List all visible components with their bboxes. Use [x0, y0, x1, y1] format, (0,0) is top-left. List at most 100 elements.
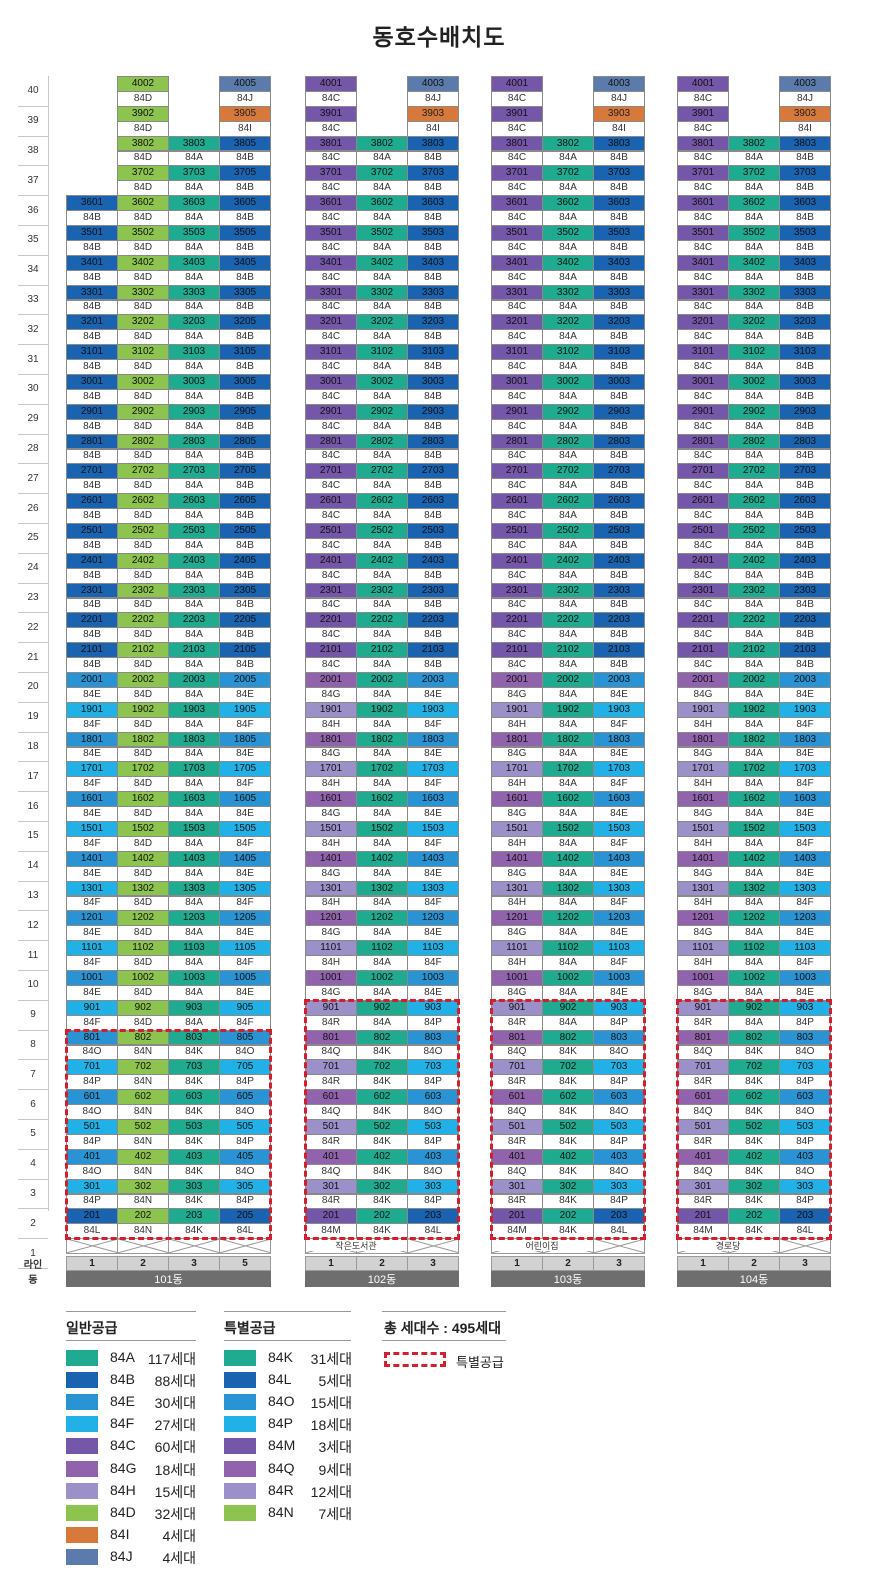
unit-type: 84E [407, 865, 459, 882]
unit-number: 3401 [66, 254, 118, 271]
unit-number: 3803 [407, 135, 459, 152]
unit-type: 84F [407, 895, 459, 912]
unit-number: 4001 [491, 76, 543, 92]
ground-floor-cell [779, 1238, 831, 1254]
unit-number: 2502 [728, 523, 780, 539]
unit-type: 84P [66, 1193, 118, 1210]
legend-rule [66, 1340, 196, 1341]
floor-divider [18, 1268, 48, 1269]
unit-type: 84D [117, 716, 169, 733]
unit-type: 84Q [491, 1044, 543, 1061]
building-label: 103동 [491, 1271, 645, 1287]
unit-type: 84B [66, 567, 118, 584]
unit-type: 84F [779, 955, 831, 971]
unit-number: 2501 [677, 523, 729, 539]
unit-number: 3802 [356, 135, 408, 152]
unit-type: 84A [728, 150, 780, 167]
unit-number: 2203 [779, 612, 831, 629]
unit-number: 603 [779, 1089, 831, 1106]
unit-number: 2503 [407, 523, 459, 539]
unit-type: 84R [491, 1193, 543, 1210]
unit-type: 84C [305, 597, 357, 614]
unit-number: 3303 [168, 284, 220, 301]
unit-type: 84C [305, 508, 357, 524]
floor-divider [18, 642, 48, 644]
unit-number: 801 [66, 1029, 118, 1046]
unit-number: 2301 [305, 582, 357, 599]
unit-type: 84R [305, 1133, 357, 1150]
unit-type: 84C [677, 269, 729, 286]
unit-number: 3702 [728, 165, 780, 182]
unit-type: 84A [542, 597, 594, 614]
unit-type: 84A [542, 746, 594, 763]
unit-type: 84R [677, 1193, 729, 1210]
unit-type: 84F [66, 1014, 118, 1031]
unit-type: 84Q [677, 1163, 729, 1180]
unit-type: 84O [66, 1163, 118, 1180]
unit-number: 802 [356, 1029, 408, 1046]
legend-count: 12세대 [310, 1483, 352, 1500]
unit-number: 805 [219, 1029, 271, 1046]
unit-number: 2502 [117, 523, 169, 539]
unit-type: 84A [168, 388, 220, 405]
floor-label: 13 [27, 889, 39, 901]
unit-type: 84A [168, 597, 220, 614]
floor-label: 7 [30, 1068, 36, 1080]
unit-number: 1505 [219, 821, 271, 837]
unit-type: 84C [305, 567, 357, 584]
unit-number: 2101 [677, 642, 729, 659]
unit-number: 202 [542, 1208, 594, 1225]
unit-type: 84D [117, 269, 169, 286]
unit-number: 2101 [491, 642, 543, 659]
unit-number: 1902 [117, 701, 169, 718]
unit-type: 84C [305, 388, 357, 405]
unit-type: 84D [117, 299, 169, 316]
unit-type: 84A [728, 1014, 780, 1031]
unit-type: 84D [117, 597, 169, 614]
legend-rule [382, 1311, 506, 1312]
unit-number: 3003 [593, 374, 645, 390]
unit-type: 84A [542, 865, 594, 882]
unit-number: 801 [677, 1029, 729, 1046]
unit-type: 84O [407, 1163, 459, 1180]
unit-number: 902 [356, 999, 408, 1016]
unit-number: 1203 [168, 910, 220, 927]
unit-number: 2901 [66, 403, 118, 420]
unit-number: 3402 [117, 254, 169, 271]
unit-type: 84A [168, 895, 220, 912]
unit-number: 402 [728, 1148, 780, 1165]
unit-number: 3401 [491, 254, 543, 271]
floor-label: 14 [27, 860, 39, 872]
unit-number: 2201 [677, 612, 729, 629]
unit-type: 84F [66, 835, 118, 852]
unit-type: 84C [491, 567, 543, 584]
unit-number: 903 [779, 999, 831, 1016]
legend-type: 84G [110, 1459, 137, 1476]
ground-floor-cell [168, 1238, 220, 1254]
unit-type: 84A [728, 388, 780, 405]
line-number: 1 [677, 1256, 729, 1271]
unit-number: 1803 [168, 731, 220, 748]
unit-type: 84K [728, 1163, 780, 1180]
unit-number: 3602 [356, 195, 408, 212]
unit-number: 2603 [407, 493, 459, 510]
floor-divider [18, 254, 48, 256]
unit-number: 1603 [168, 791, 220, 808]
unit-number: 3001 [677, 374, 729, 390]
unit-type: 84B [779, 299, 831, 316]
floor-divider [18, 403, 48, 405]
legend-type: 84B [110, 1371, 135, 1388]
unit-type: 84L [219, 1223, 271, 1240]
floor-divider [18, 374, 48, 375]
unit-number: 3502 [542, 225, 594, 241]
unit-type: 84B [593, 269, 645, 286]
unit-number: 2402 [728, 552, 780, 569]
unit-number: 402 [542, 1148, 594, 1165]
floor-divider [18, 463, 48, 465]
legend-swatch [224, 1504, 256, 1521]
unit-type: 84B [407, 239, 459, 256]
unit-number: 2401 [66, 552, 118, 569]
unit-type: 84C [491, 657, 543, 673]
floor-label: 6 [30, 1098, 36, 1110]
unit-number: 1602 [356, 791, 408, 808]
